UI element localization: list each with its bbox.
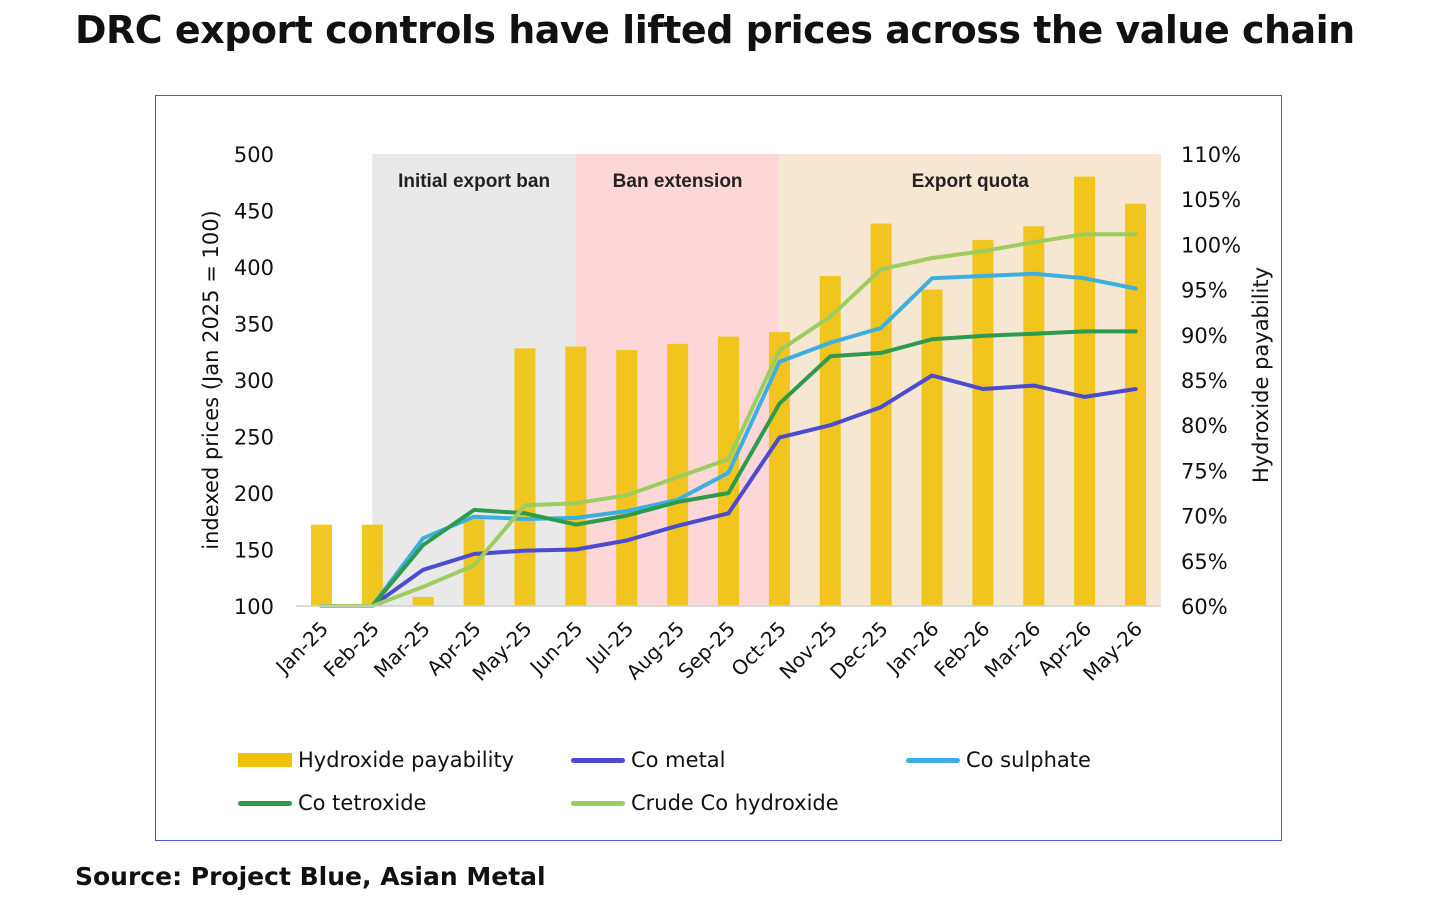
y2-tick-label: 75% [1181,459,1228,483]
x-tick-label: Dec-25 [825,617,892,684]
legend-label: Crude Co hydroxide [631,791,839,815]
legend-swatch [906,757,960,763]
bar-May-26 [1125,203,1147,606]
y2-axis-title: Hydroxide payability [1249,267,1273,483]
x-tick-label: Mar-26 [979,617,1045,683]
y-tick-label: 450 [234,200,274,224]
y2-tick-label: 65% [1181,550,1228,574]
legend-label: Co sulphate [966,748,1091,772]
bar-Mar-25 [412,596,434,606]
y-tick-label: 100 [234,595,274,619]
legend-label: Co metal [631,748,726,772]
combo-chart: Initial export ban Ban extension Export qu… [199,143,1273,686]
y2-tick-label: 95% [1181,279,1228,303]
x-tick-label: Mar-25 [369,617,435,683]
bar-Jan-26 [921,289,943,606]
bar-Aug-25 [667,343,689,606]
y2-tick-label: 70% [1181,505,1228,529]
legend-item-co-sulphate: Co sulphate [906,748,1091,772]
period-label-2: Ban extension [613,171,743,192]
payability-bars [310,176,1147,606]
y2-tick-label: 60% [1181,595,1228,619]
y2-tick-label: 80% [1181,414,1228,438]
legend-label: Hydroxide payability [298,748,515,772]
x-tick-label: Jun-25 [524,617,588,681]
legend-label: Co tetroxide [298,791,427,815]
y-tick-label: 500 [234,143,274,167]
y2-tick-label: 90% [1181,324,1228,348]
chart-title: DRC export controls have lifted prices a… [75,8,1355,52]
line-co-tetroxide [319,329,1138,608]
period-label-3: Export quota [912,171,1030,192]
y-tick-label: 150 [234,539,274,563]
x-tick-label: Aug-25 [621,617,689,685]
bar-Feb-26 [972,239,994,606]
legend-swatch [571,757,625,763]
chart-frame: Initial export ban Ban extension Export qu… [155,95,1282,841]
bar-Jul-25 [616,350,638,606]
y2-tick-label: 110% [1181,143,1241,167]
bar-Nov-25 [819,276,841,606]
legend-swatch [238,800,292,806]
legend-swatch [571,800,625,806]
y-axis-title: indexed prices (Jan 2025 = 100) [199,210,223,550]
y2-tick-label: 100% [1181,233,1241,257]
bar-Apr-26 [1074,176,1096,606]
bar-Mar-26 [1023,226,1045,606]
legend-item-co-metal: Co metal [571,748,726,772]
legend-item-co-tetroxide: Co tetroxide [238,791,426,815]
line-co-metal [319,373,1138,608]
y2-tick-label: 85% [1181,369,1228,393]
y2-tick-label: 105% [1181,188,1241,212]
bar-Jan-25 [310,524,332,606]
bar-Apr-25 [463,515,485,606]
period-label-1: Initial export ban [398,171,550,192]
y-tick-label: 350 [234,313,274,337]
bar-Dec-25 [870,223,892,606]
bar-Jun-25 [565,346,587,606]
y-tick-label: 250 [234,426,274,450]
price-lines [319,232,1138,608]
y-tick-label: 300 [234,369,274,393]
y-tick-label: 400 [234,256,274,280]
legend-swatch [238,753,292,767]
period-bands: Initial export ban Ban extension Export qu… [372,154,1161,606]
bar-Feb-25 [361,524,383,606]
legend-item-crude-co-hydroxide: Crude Co hydroxide [571,791,839,815]
y-tick-label: 200 [234,482,274,506]
bar-May-25 [514,348,536,606]
source-note: Source: Project Blue, Asian Metal [75,862,546,891]
period-band-3 [779,154,1161,606]
legend-item-hydroxide-payability: Hydroxide payability [238,748,514,772]
x-tick-label: Sep-25 [673,617,740,684]
line-crude-co-hydroxide [319,232,1138,608]
